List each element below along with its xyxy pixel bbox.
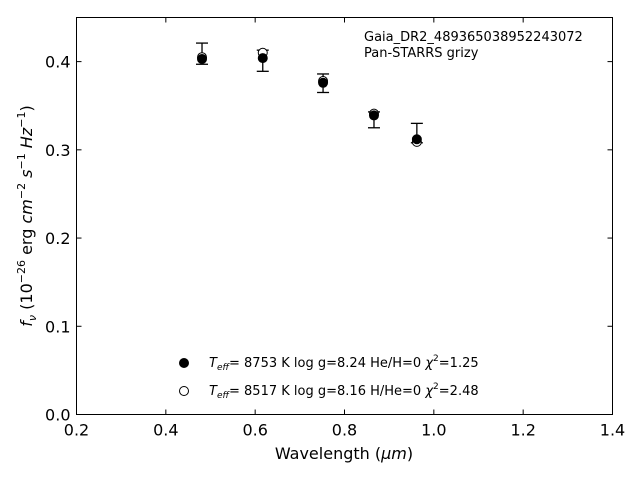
ylabel-exp26: −26	[15, 260, 28, 283]
legend-entry-1-chi2: =1.25	[439, 356, 479, 371]
x-tick-label: 0.2	[64, 421, 89, 440]
legend-entry-2-comp: H/He=0	[370, 384, 421, 399]
ylabel-hz: Hz	[17, 127, 36, 153]
legend-entry-2-chi-exp: 2	[433, 382, 439, 392]
y-tick-label: 0.2	[45, 229, 70, 248]
x-axis-label-main: Wavelength (	[275, 444, 381, 463]
ylabel-exp1a: −1	[15, 153, 28, 169]
x-tick-label: 1.0	[421, 421, 446, 440]
legend-entry-2: Teff= 8517 K log g=8.16 H/He=0 χ2=2.48	[209, 382, 479, 401]
observed-point	[411, 134, 422, 145]
legend-marker-filled	[179, 358, 189, 368]
y-tick-label: 0.1	[45, 317, 70, 336]
ylabel-cm: cm	[17, 199, 36, 223]
observed-filled-markers	[197, 53, 422, 145]
legend-entry-2-teff-sub: eff	[217, 391, 231, 401]
ylabel-close: )	[17, 105, 36, 111]
legend-entry-1-eq: =	[229, 356, 244, 371]
x-tick-label: 1.4	[600, 421, 625, 440]
legend-entry-1: Teff= 8753 K log g=8.24 He/H=0 χ2=1.25	[209, 354, 479, 373]
ylabel-s: s	[17, 170, 36, 183]
ylabel-exp1b: −1	[15, 112, 28, 128]
y-tick-label: 0.4	[45, 53, 70, 72]
ylabel-exp2: −2	[15, 183, 28, 199]
annotation-line1: Gaia_DR2_489365038952243072	[364, 30, 583, 45]
legend-entry-1-teff-sub: eff	[217, 363, 231, 373]
legend-entry-2-chi2: =2.48	[439, 384, 479, 399]
x-axis-ticks: 0.2 0.4 0.6 0.8 1.0 1.2 1.4	[64, 17, 625, 440]
y-axis-label: fν (10−26 erg cm−2 s−1 Hz−1)	[15, 105, 39, 326]
legend-marker-open	[179, 386, 189, 396]
x-axis-label-unit: μm	[380, 444, 407, 463]
x-tick-label: 0.4	[153, 421, 178, 440]
observed-point	[197, 53, 208, 64]
ylabel-open: (10	[17, 283, 36, 315]
observed-point	[257, 53, 268, 64]
y-tick-label: 0.3	[45, 141, 70, 160]
observed-point	[368, 110, 379, 121]
legend-entry-2-teff-symbol: T	[209, 384, 218, 399]
annotation-line2: Pan-STARRS grizy	[364, 46, 479, 61]
legend-entry-1-chi-exp: 2	[433, 354, 439, 364]
legend-entry-1-logg: log g=8.24	[294, 356, 366, 371]
x-tick-label: 0.6	[242, 421, 267, 440]
x-axis-label-close: )	[407, 444, 413, 463]
x-tick-label: 1.2	[510, 421, 535, 440]
ylabel-f: f	[17, 319, 36, 327]
legend-entry-1-teff: 8753 K	[244, 356, 290, 371]
legend-entry-2-logg: log g=8.16	[294, 384, 366, 399]
legend-entry-2-eq: =	[229, 384, 244, 399]
observed-point	[318, 77, 329, 88]
legend: Teff= 8753 K log g=8.24 He/H=0 χ2=1.25 T…	[179, 354, 479, 401]
legend-entry-2-chi: χ	[424, 384, 434, 399]
legend-entry-1-teff-symbol: T	[209, 356, 218, 371]
y-axis-ticks: 0.0 0.1 0.2 0.3 0.4	[45, 53, 613, 425]
legend-entry-2-teff: 8517 K	[244, 384, 290, 399]
legend-entry-1-chi: χ	[424, 356, 434, 371]
x-tick-label: 0.8	[332, 421, 357, 440]
ylabel-nu: ν	[26, 315, 39, 321]
y-tick-label: 0.0	[45, 406, 70, 425]
legend-entry-1-comp: He/H=0	[370, 356, 421, 371]
ylabel-erg: erg	[17, 224, 36, 260]
x-axis-label: Wavelength (μm)	[275, 444, 413, 463]
